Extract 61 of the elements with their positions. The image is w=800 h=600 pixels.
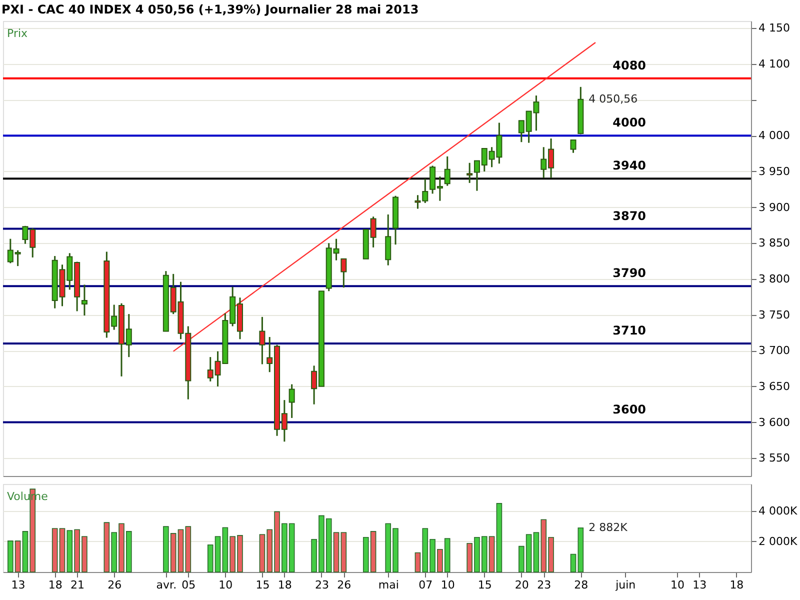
x-tick-label: 21 [70,578,85,592]
candlestick [466,162,473,184]
ref-line-label: 3710 [612,323,646,338]
y-axis-title: Prix [7,27,28,40]
y-tick-label: 3 700 [758,344,790,358]
bar [52,528,58,572]
x-tick-label: 18 [730,578,744,592]
bar [496,503,502,572]
bar [59,528,66,572]
ref-line-label: 4000 [612,116,646,130]
annotation: 4 050,56 [588,92,638,106]
x-tick-label: 26 [337,578,352,592]
x-tick-label: 23 [314,578,329,592]
x-tick-label: juin [614,578,636,592]
y-tick-label: 2 000K [758,534,798,548]
x-tick-label: mai [378,578,399,592]
y-tick-label: 3 950 [758,164,790,178]
y-tick-label: 4 150 [758,22,790,35]
x-tick-label: avr. [156,578,177,592]
ref-line-label: 3600 [612,402,646,416]
candlestick [81,284,88,316]
x-tick-label: 05 [182,578,196,592]
x-tick-label: 15 [256,578,270,592]
x-tick-label: 28 [574,578,588,592]
x-tick-label: 13 [692,578,707,592]
x-tick-label: 10 [670,578,684,592]
x-tick-label: 26 [108,578,122,592]
y-tick-label: 3 750 [758,308,790,322]
ref-line-label: 3790 [612,266,646,280]
y-tick-label: 3 900 [758,200,790,214]
x-tick-label: 18 [48,578,62,592]
y-tick-label: 3 650 [758,380,790,393]
candlestick [385,214,392,266]
candlestick [288,384,295,419]
y-tick-label: 3 550 [758,452,790,465]
ref-line-label: 3940 [612,158,646,173]
y-tick-label: 4 000K [758,504,798,518]
candlestick [444,156,450,187]
bar [578,527,584,572]
ref-line-label: 3870 [612,208,646,223]
candlestick [259,316,266,365]
y-tick-label: 3 800 [758,272,790,286]
x-tick-label: 23 [537,578,552,592]
bar [570,554,576,572]
y-tick-label: 3 850 [758,236,790,250]
y-tick-label: 4 000 [758,129,790,142]
x-tick-label: 20 [514,578,529,592]
chart-title: PXI - CAC 40 INDEX 4 050,56 (+1,39%) Journalier 28 mai 2013 [2,2,419,16]
ref-line-label: 4080 [612,58,646,72]
annotation: 2 882K [588,520,628,534]
y-tick-label: 3 600 [758,416,790,429]
x-tick-label: 18 [278,578,292,592]
x-tick-label: 13 [11,578,26,592]
candlestick [340,258,347,288]
x-tick-label: 10 [440,578,455,592]
x-tick-label: 07 [418,578,433,592]
x-tick-label: 15 [478,578,492,592]
bar [340,532,347,572]
x-tick-label: 10 [218,578,233,592]
candlestick [570,139,576,154]
y-tick-label: 4 100 [758,57,790,70]
